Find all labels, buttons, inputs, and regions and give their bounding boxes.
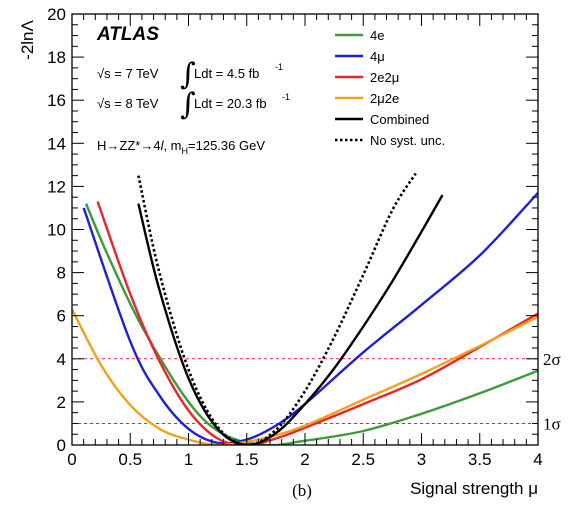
- x-tick-label: 2.5: [351, 450, 375, 469]
- process-mass-sub: H: [182, 146, 189, 156]
- panel-label: (b): [292, 481, 312, 500]
- y-tick-label: 14: [47, 134, 66, 153]
- integral-sign-8tev: ∫: [180, 87, 196, 122]
- x-tick-label: 0.5: [118, 450, 142, 469]
- legend-label-1: 4μ: [370, 49, 385, 64]
- legend: 4e 4μ 2e2μ 2μ2e Combined No syst. unc.: [335, 28, 445, 148]
- process-mass-value: =125.36 GeV: [188, 138, 265, 153]
- x-tick-label: 3: [417, 450, 426, 469]
- process-main: H→ZZ*→4: [97, 138, 161, 153]
- x-axis-label: Signal strength μ: [410, 479, 538, 498]
- lumi-7tev: Ldt = 4.5 fb: [194, 66, 259, 81]
- series-line-5: [137, 172, 417, 445]
- series-line-3: [72, 308, 538, 445]
- series-line-4: [137, 194, 444, 445]
- y-tick-label: 10: [47, 221, 66, 240]
- legend-label-2: 2e2μ: [370, 70, 399, 85]
- x-tick-label: 1: [184, 450, 193, 469]
- y-axis-label: -2lnΛ: [18, 20, 37, 60]
- x-tick-label: 4: [533, 450, 542, 469]
- process-label: H→ZZ*→4l, mH=125.36 GeV: [97, 138, 265, 156]
- lumi-8tev: Ldt = 20.3 fb: [194, 96, 267, 111]
- legend-label-3: 2μ2e: [370, 91, 399, 106]
- integral-sign-7tev: ∫: [180, 57, 196, 92]
- y-tick-label: 0: [57, 436, 66, 455]
- y-tick-label: 8: [57, 264, 66, 283]
- y-tick-label: 2: [57, 393, 66, 412]
- process-mass: , m: [163, 138, 181, 153]
- y-tick-label: 12: [47, 177, 66, 196]
- experiment-label: ATLAS: [96, 24, 159, 45]
- series-line-1: [82, 192, 538, 445]
- x-tick-label: 3.5: [468, 450, 492, 469]
- y-tick-label: 18: [47, 48, 66, 67]
- y-tick-label: 4: [57, 350, 66, 369]
- series-curves: [72, 172, 538, 445]
- legend-label-5: No syst. unc.: [370, 133, 445, 148]
- legend-label-4: Combined: [370, 112, 429, 127]
- reference-labels: 1σ 2σ: [543, 350, 561, 434]
- x-tick-label: 0: [67, 450, 76, 469]
- lumi-7tev-exponent: -1: [275, 62, 283, 72]
- energy-8tev: √s = 8 TeV: [97, 96, 159, 111]
- legend-label-0: 4e: [370, 28, 384, 43]
- tick-labels: 0 0.5 1 1.5 2 2.5 3 3.5 4 0 2 4 6 8 10 12 14 16 18 20: [47, 5, 543, 469]
- lumi-8tev-exponent: -1: [282, 92, 290, 102]
- series-line-0: [84, 203, 538, 445]
- x-tick-label: 1.5: [235, 450, 259, 469]
- reference-label-1: 2σ: [543, 350, 561, 369]
- y-tick-label: 20: [47, 5, 66, 24]
- reference-label-0: 1σ: [543, 414, 561, 433]
- y-tick-label: 6: [57, 307, 66, 326]
- axis-ticks: [71, 13, 539, 446]
- series-line-2: [96, 201, 538, 445]
- y-tick-label: 16: [47, 91, 66, 110]
- energy-7tev: √s = 7 TeV: [97, 66, 159, 81]
- x-tick-label: 2: [300, 450, 309, 469]
- process-lepton: l: [161, 138, 165, 153]
